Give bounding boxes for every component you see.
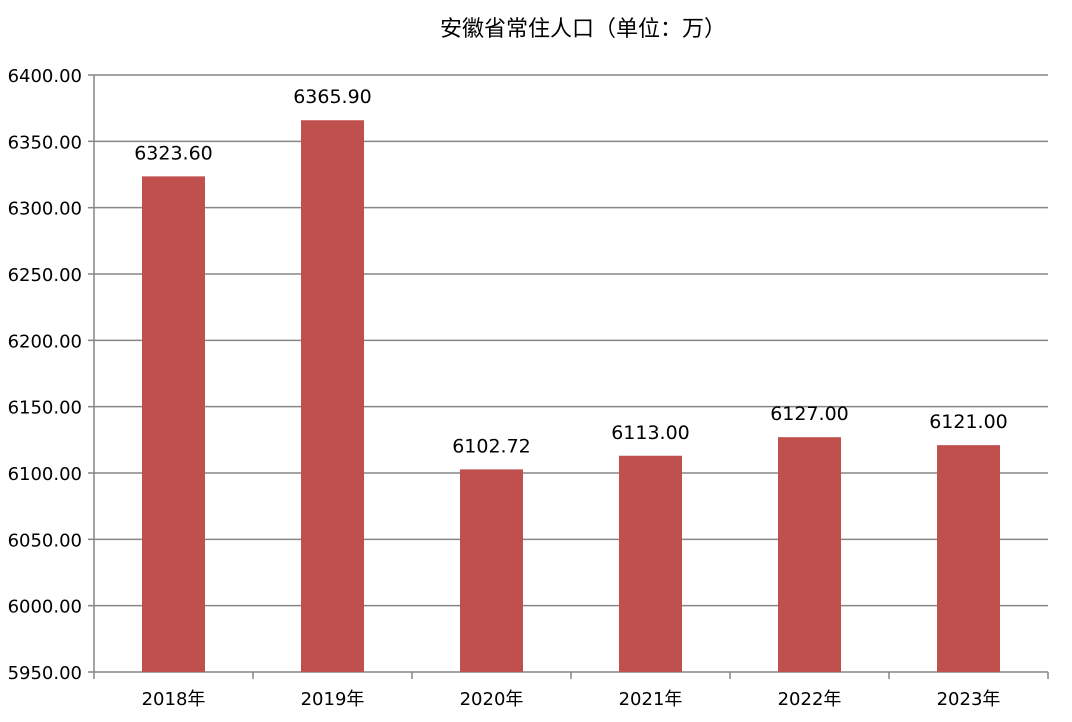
y-tick-label: 6250.00 xyxy=(8,265,82,286)
bar xyxy=(142,176,205,672)
x-tick-label: 2020年 xyxy=(460,689,524,710)
x-tick-label: 2022年 xyxy=(778,689,842,710)
bar-value-label: 6127.00 xyxy=(770,403,849,425)
x-tick-label: 2023年 xyxy=(937,689,1001,710)
y-tick-label: 6350.00 xyxy=(8,132,82,153)
x-tick-label: 2019年 xyxy=(301,689,365,710)
bar xyxy=(619,455,682,672)
x-tick-label: 2018年 xyxy=(142,689,206,710)
y-tick-label: 6400.00 xyxy=(8,66,82,87)
chart-title: 安徽省常住人口（单位：万） xyxy=(440,17,726,42)
bar-value-label: 6121.00 xyxy=(929,411,1008,433)
bar xyxy=(778,437,841,672)
bar xyxy=(460,469,523,672)
y-tick-label: 5950.00 xyxy=(8,663,82,684)
y-axis-tick-labels: 5950.00 6000.00 6050.00 6100.00 6150.00 6200.… xyxy=(8,66,82,684)
bar-value-label: 6323.60 xyxy=(134,142,213,164)
x-axis-tick-labels: 2018年 2019年 2020年 2021年 2022年 2023年 xyxy=(142,689,1001,710)
bar-value-label: 6113.00 xyxy=(611,422,690,444)
y-tick-label: 6100.00 xyxy=(8,464,82,485)
y-tick-label: 6050.00 xyxy=(8,530,82,551)
gridlines xyxy=(94,74,1048,607)
bars xyxy=(142,120,1000,673)
bar xyxy=(301,120,364,673)
bar-value-label: 6365.90 xyxy=(293,86,372,108)
y-tick-label: 6200.00 xyxy=(8,331,82,352)
bar xyxy=(937,445,1000,672)
x-tick-label: 2021年 xyxy=(619,689,683,710)
y-tick-label: 6000.00 xyxy=(8,597,82,618)
axes xyxy=(88,74,1049,679)
bar-value-label: 6102.72 xyxy=(452,435,531,457)
data-labels: 6323.60 6365.90 6102.72 6113.00 6127.00 6121.… xyxy=(134,86,1008,457)
y-tick-label: 6300.00 xyxy=(8,199,82,220)
y-tick-label: 6150.00 xyxy=(8,398,82,419)
